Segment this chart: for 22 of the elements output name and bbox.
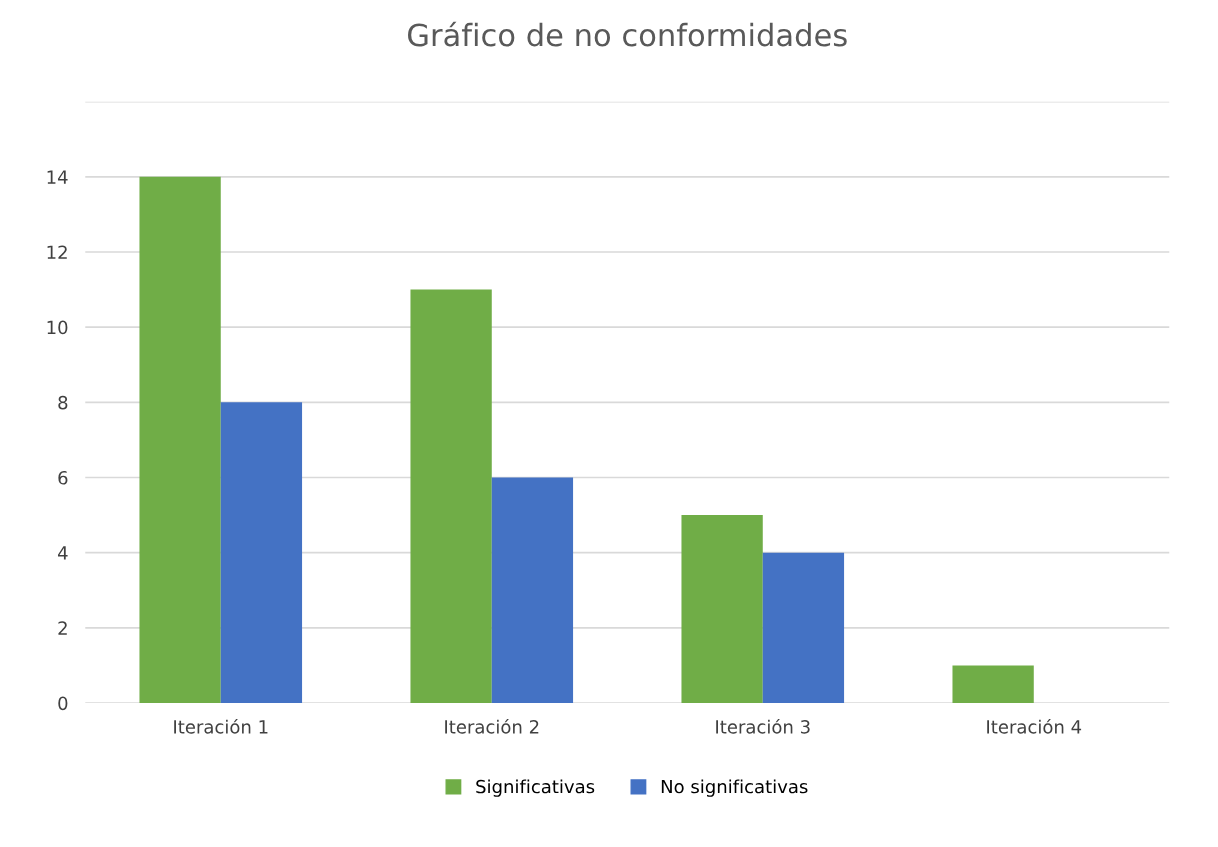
y-tick-label: 12 — [47, 245, 67, 259]
y-tick-label: 2 — [58, 621, 67, 635]
x-tick-label: Iteración 3 — [716, 718, 810, 734]
x-tick-label: Iteración 1 — [174, 718, 268, 734]
legend-label: No significativas — [661, 779, 808, 797]
y-tick-label: 14 — [47, 170, 68, 184]
x-tick-label: Iteración 4 — [987, 718, 1082, 734]
bar — [762, 552, 845, 704]
bar — [220, 402, 303, 704]
bar — [410, 289, 492, 704]
bar — [952, 665, 1034, 704]
bar — [139, 176, 221, 704]
y-tick-label: 6 — [58, 470, 68, 485]
bar — [491, 477, 574, 704]
legend-label: Significativas — [476, 779, 595, 797]
y-tick-label: 0 — [58, 696, 68, 711]
y-tick-label: 10 — [47, 320, 68, 335]
y-tick-label: 4 — [57, 546, 68, 560]
bar — [681, 515, 763, 704]
y-tick-label: 8 — [58, 395, 68, 410]
chart-title: Gráfico de no conformidades — [408, 21, 847, 47]
x-tick-label: Iteración 2 — [445, 718, 539, 734]
